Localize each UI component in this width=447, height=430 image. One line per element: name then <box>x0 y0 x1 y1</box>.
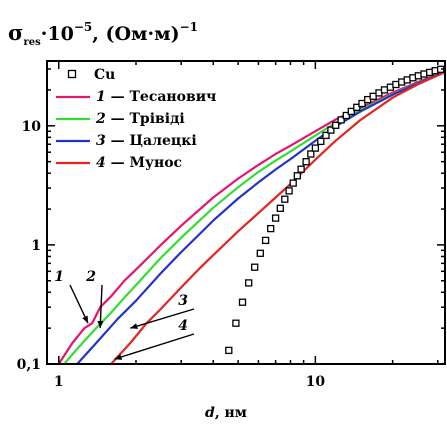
series-line-3 <box>76 70 445 364</box>
series-line-2 <box>63 70 445 364</box>
x-tick-label: 10 <box>306 374 326 390</box>
legend-marker-cu <box>67 69 77 79</box>
legend-number: 4 <box>96 155 106 171</box>
data-point-cu <box>261 236 270 245</box>
chart-title: σres·10−5, (Ом·м)−1 <box>8 20 198 48</box>
x-axis-variable: d <box>205 405 215 421</box>
legend-label-2: 2 — Трівіді <box>95 111 185 127</box>
annotation-leader-3 <box>130 308 195 329</box>
data-point-cu <box>317 137 325 146</box>
data-point-cu <box>256 249 264 257</box>
title-subscript: res <box>23 37 41 48</box>
data-point-cu <box>289 179 297 187</box>
annotation-arrowhead-3 <box>130 323 138 330</box>
data-point-cu <box>311 144 320 152</box>
annotation-leader-1 <box>69 284 89 324</box>
legend-name: — Тесанович <box>106 89 217 105</box>
annotation-label-1: 1 <box>54 269 64 285</box>
data-point-cu <box>285 187 293 195</box>
title-sigma: σ <box>8 20 23 45</box>
data-point-cu <box>392 80 400 89</box>
data-point-cu <box>271 214 280 222</box>
annotation-label-3: 3 <box>178 293 188 309</box>
data-point-cu <box>225 346 233 355</box>
legend-name: — Цалецкі <box>106 133 197 149</box>
data-point-cu <box>322 131 330 140</box>
data-point-cu <box>267 224 275 233</box>
data-point-cu <box>332 121 340 129</box>
legend-number: 2 <box>95 111 106 127</box>
annotation-arrowhead-1 <box>82 315 88 324</box>
data-point-cu <box>281 195 289 203</box>
legend-number: 1 <box>96 89 106 105</box>
legend-label-3: 3 — Цалецкі <box>96 133 197 149</box>
legend-name: — Мунос <box>106 155 182 171</box>
data-point-cu <box>297 165 305 173</box>
series-line-4 <box>110 71 445 364</box>
data-point-cu <box>342 111 350 120</box>
y-tick-label: 10 <box>22 119 42 135</box>
x-axis-title: d, нм <box>205 405 247 421</box>
title-unit-exponent: −1 <box>180 20 198 34</box>
x-axis-unit: , нм <box>215 405 247 421</box>
data-point-cu <box>251 263 259 271</box>
data-point-cu <box>307 150 315 158</box>
data-point-cu <box>353 103 361 111</box>
annotation-leader-4 <box>114 333 195 360</box>
legend-number: 3 <box>96 133 106 149</box>
title-exponent: −5 <box>74 20 92 34</box>
data-point-cu <box>347 107 355 116</box>
data-point-cu <box>380 86 389 94</box>
data-point-cu <box>238 298 247 306</box>
data-point-cu <box>302 158 310 166</box>
legend-label-cu: Cu <box>94 67 115 83</box>
annotation-label-2: 2 <box>85 269 96 285</box>
legend-label-4: 4 — Мунос <box>96 155 182 171</box>
data-point-cu <box>245 279 253 287</box>
data-point-cu <box>327 126 335 134</box>
legend-name: — Трівіді <box>106 111 185 127</box>
x-tick-label: 1 <box>54 374 64 390</box>
annotation-arrowhead-2 <box>97 321 104 329</box>
data-point-cu <box>232 319 240 327</box>
legend-label-1: 1 — Тесанович <box>96 89 216 105</box>
plot-frame <box>46 60 446 365</box>
data-point-cu <box>337 116 345 124</box>
annotation-leader-2 <box>99 284 103 329</box>
title-multiplier: ·10 <box>41 23 74 45</box>
data-point-cu <box>293 172 301 180</box>
title-unit: , (Ом·м) <box>92 23 179 45</box>
y-tick-label: 0,1 <box>17 357 41 373</box>
annotation-label-4: 4 <box>178 318 188 334</box>
data-point-cu <box>276 204 284 212</box>
y-tick-label: 1 <box>31 238 41 254</box>
data-point-cu <box>369 92 377 100</box>
annotation-arrowhead-4 <box>114 354 123 360</box>
data-point-cu <box>358 99 366 108</box>
